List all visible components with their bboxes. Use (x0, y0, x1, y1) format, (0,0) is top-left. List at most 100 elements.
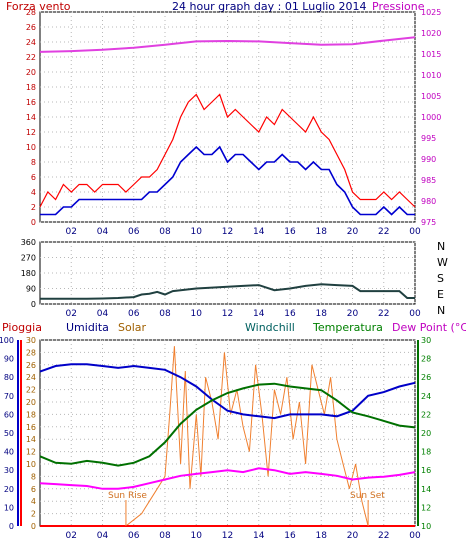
pressure-axis-tick: 980 (421, 197, 436, 206)
pressure-axis-tick: 1000 (421, 113, 441, 122)
humidity-axis-tick: 90 (4, 355, 14, 364)
solar-axis-tick: 20 (26, 398, 36, 407)
pressure-axis-tick: 1010 (421, 71, 441, 80)
direction-hour-tick: 18 (316, 309, 328, 319)
dew-point-line (39, 467, 416, 490)
wind-direction-line (40, 283, 415, 300)
wind-axis-tick: 24 (26, 38, 36, 47)
humidity-axis-tick: 30 (4, 466, 14, 475)
pressure-label: Pressione (372, 0, 425, 13)
climate-hour-tick: 20 (347, 531, 359, 541)
climate-hour-tick: 22 (378, 531, 389, 541)
temperature-axis-tick: 28 (421, 355, 431, 364)
wind-axis-tick: 18 (26, 83, 36, 92)
solar-axis-tick: 22 (26, 386, 36, 395)
wind-axis-tick: 6 (31, 173, 36, 182)
wind-axis-tick: 8 (31, 158, 36, 167)
compass-label: S (437, 272, 444, 285)
wind-strength-label: Forza vento (6, 0, 71, 13)
wind-axis-tick: 16 (26, 98, 36, 107)
direction-hour-tick: 06 (128, 309, 140, 319)
wind-hour-tick: 06 (128, 227, 140, 237)
wind-axis-tick: 10 (26, 143, 36, 152)
wind-axis-tick: 20 (26, 68, 36, 77)
wind-axis-tick: 2 (31, 203, 36, 212)
compass-label: W (437, 256, 448, 269)
solar-axis-tick: 2 (31, 510, 36, 519)
wind-hour-tick: 10 (191, 227, 203, 237)
climate-hour-tick: 00 (409, 531, 421, 541)
climate-hour-tick: 10 (191, 531, 203, 541)
solar-axis-tick: 10 (26, 460, 36, 469)
climate-hour-tick: 02 (66, 531, 77, 541)
solar-axis-tick: 18 (26, 410, 36, 419)
wind-hour-tick: 02 (66, 227, 77, 237)
wind-hour-tick: 04 (97, 227, 109, 237)
humidity-line (39, 363, 416, 420)
compass-label: N (437, 240, 445, 253)
sun-set-label: Sun Set (350, 491, 385, 501)
pressure-axis-tick: 1020 (421, 29, 441, 38)
pressure-axis-tick: 995 (421, 134, 436, 143)
temperature-line (39, 382, 416, 467)
humidity-axis-tick: 70 (4, 392, 14, 401)
solar-axis-tick: 16 (26, 423, 36, 432)
pressure-axis-tick: 990 (421, 155, 436, 164)
humidity-axis-tick: 10 (4, 503, 14, 512)
direction-hour-tick: 22 (378, 309, 389, 319)
wind-hour-tick: 00 (409, 227, 421, 237)
direction-hour-tick: 10 (191, 309, 203, 319)
direction-hour-tick: 20 (347, 309, 359, 319)
solar-axis-tick: 30 (26, 336, 36, 345)
temperature-axis-tick: 24 (421, 392, 431, 401)
wind-hour-tick: 22 (378, 227, 389, 237)
solar-axis-tick: 8 (31, 472, 36, 481)
wind-hour-tick: 20 (347, 227, 359, 237)
humidity-axis-tick: 100 (0, 336, 14, 345)
humidity-axis-tick: 40 (4, 448, 14, 457)
legend-dew-point: Dew Point (°C) (392, 321, 466, 334)
solar-axis-tick: 14 (26, 435, 36, 444)
climate-hour-tick: 04 (97, 531, 109, 541)
pressure-axis-tick: 975 (421, 218, 436, 227)
pressure-line (39, 36, 416, 53)
wind-axis-tick: 26 (26, 23, 36, 32)
direction-hour-tick: 00 (409, 309, 421, 319)
temperature-axis-tick: 22 (421, 410, 431, 419)
temperature-axis-tick: 26 (421, 373, 431, 382)
solar-axis-tick: 28 (26, 348, 36, 357)
wind-axis-tick: 14 (26, 113, 36, 122)
humidity-axis-tick: 80 (4, 373, 14, 382)
wind-hour-tick: 08 (159, 227, 171, 237)
legend-rain: Pioggia (2, 321, 42, 334)
temperature-axis-tick: 12 (421, 503, 431, 512)
direction-axis-tick: 360 (21, 238, 36, 247)
wind-speed-line (39, 93, 416, 208)
direction-hour-tick: 02 (66, 309, 77, 319)
wind-axis-tick: 22 (26, 53, 36, 62)
climate-hour-tick: 16 (284, 531, 296, 541)
direction-hour-tick: 16 (284, 309, 296, 319)
direction-hour-tick: 14 (253, 309, 265, 319)
solar-axis-tick: 12 (26, 448, 36, 457)
climate-hour-tick: 18 (316, 531, 328, 541)
sun-rise-label: Sun Rise (108, 491, 147, 501)
wind-hour-tick: 18 (316, 227, 328, 237)
solar-axis-tick: 4 (31, 497, 36, 506)
humidity-axis-tick: 60 (4, 410, 14, 419)
climate-hour-tick: 06 (128, 531, 140, 541)
wind-average-line (40, 145, 415, 216)
wind-axis-tick: 28 (26, 8, 36, 17)
direction-axis-tick: 180 (21, 269, 36, 278)
temperature-axis-tick: 30 (421, 336, 431, 345)
climate-hour-tick: 12 (222, 531, 233, 541)
humidity-axis-tick: 50 (4, 429, 14, 438)
chart-marks: 0246810121416182022242628975980985990995… (0, 8, 448, 541)
temperature-axis-tick: 10 (421, 522, 431, 531)
temperature-axis-tick: 18 (421, 448, 431, 457)
direction-hour-tick: 08 (159, 309, 171, 319)
temperature-axis-tick: 16 (421, 466, 431, 475)
pressure-axis-tick: 985 (421, 176, 436, 185)
